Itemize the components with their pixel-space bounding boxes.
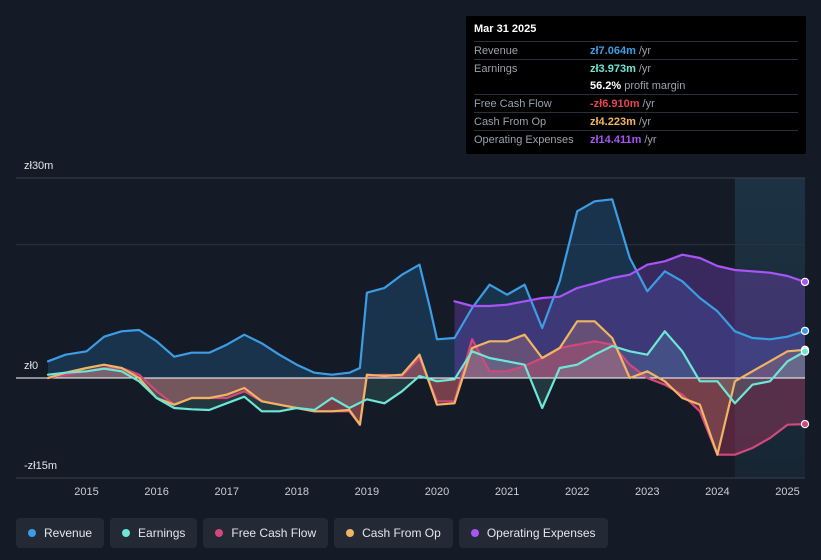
tooltip-label: Revenue bbox=[474, 44, 519, 57]
series-lines bbox=[46, 198, 807, 456]
tooltip-value: zł3.973m bbox=[590, 62, 636, 75]
tooltip-label: Earnings bbox=[474, 62, 518, 75]
x-tick-label: 2018 bbox=[285, 486, 309, 498]
tooltip-value: zł7.064m bbox=[590, 44, 636, 57]
tooltip-row-operating-expenses: Operating Expenses zł14.411m /yr bbox=[474, 130, 798, 148]
legend-dot-icon bbox=[28, 529, 36, 537]
tooltip-label: Free Cash Flow bbox=[474, 97, 552, 110]
area-operating-expenses bbox=[454, 254, 805, 378]
legend-item-revenue[interactable]: Revenue bbox=[16, 518, 105, 548]
legend-label: Earnings bbox=[138, 526, 186, 540]
tooltip-row-free-cash-flow: Free Cash Flow -zł6.910m /yr bbox=[474, 94, 798, 112]
x-tick-label: 2021 bbox=[495, 486, 519, 498]
tooltip-value: -zł6.910m bbox=[590, 97, 640, 110]
tooltip-unit: /yr bbox=[644, 133, 657, 146]
line-earnings bbox=[46, 330, 807, 413]
x-tick-label: 2020 bbox=[425, 486, 449, 498]
legend-dot-icon bbox=[470, 529, 479, 537]
tooltip-value: zł14.411m bbox=[590, 133, 642, 146]
endpoint-free-cash-flow bbox=[800, 419, 810, 429]
tooltip-date: Mar 31 2025 bbox=[474, 23, 537, 35]
legend-item-operating-expenses[interactable]: Operating Expenses bbox=[458, 518, 608, 548]
tooltip-panel: Mar 31 2025 Revenue zł7.064m /yr Earning… bbox=[466, 16, 806, 154]
tooltip-unit: /yr bbox=[638, 115, 652, 128]
endpoint-revenue bbox=[800, 326, 810, 336]
legend: Revenue Earnings Free Cash Flow Cash Fro… bbox=[16, 518, 608, 548]
legend-dot-icon bbox=[346, 529, 355, 537]
x-tick-label: 2024 bbox=[705, 486, 729, 498]
area-revenue bbox=[48, 199, 805, 378]
series-areas bbox=[48, 199, 805, 455]
y-label-bottom: -zł15m bbox=[24, 460, 58, 472]
series-endpoints bbox=[800, 277, 810, 429]
tooltip-label: Operating Expenses bbox=[474, 133, 574, 146]
x-tick-label: 2015 bbox=[74, 486, 98, 498]
legend-label: Revenue bbox=[44, 526, 93, 540]
line-operating-expenses bbox=[453, 253, 807, 308]
line-revenue bbox=[46, 198, 807, 376]
y-label-top: zł30m bbox=[24, 160, 54, 172]
tooltip-unit: /yr bbox=[638, 62, 652, 75]
x-tick-label: 2016 bbox=[144, 486, 168, 498]
x-tick-label: 2023 bbox=[635, 486, 659, 498]
tooltip-row-margin: 56.2% profit margin bbox=[474, 77, 798, 94]
tooltip-value: zł4.223m bbox=[590, 115, 636, 128]
tooltip-unit: /yr bbox=[642, 97, 655, 110]
legend-dot-icon bbox=[215, 529, 224, 537]
tooltip-row-earnings: Earnings zł3.973m /yr bbox=[474, 59, 798, 77]
area-free-cash-flow bbox=[48, 339, 805, 455]
legend-label: Cash From Op bbox=[362, 526, 441, 540]
tooltip-row-cash-from-op: Cash From Op zł4.223m /yr bbox=[474, 112, 798, 130]
legend-item-earnings[interactable]: Earnings bbox=[110, 518, 198, 548]
x-tick-label: 2019 bbox=[355, 486, 379, 498]
forecast-shade bbox=[734, 178, 805, 478]
endpoint-earnings bbox=[800, 347, 810, 356]
x-tick-label: 2017 bbox=[214, 486, 238, 498]
legend-dot-icon bbox=[122, 529, 131, 537]
x-tick-label: 2025 bbox=[775, 486, 799, 498]
tooltip-label: Cash From Op bbox=[474, 115, 547, 128]
legend-item-cash-from-op[interactable]: Cash From Op bbox=[334, 518, 453, 548]
legend-label: Free Cash Flow bbox=[231, 526, 317, 540]
x-tick-label: 2022 bbox=[565, 486, 589, 498]
tooltip-value: 56.2% bbox=[590, 79, 622, 92]
tooltip-unit: /yr bbox=[638, 44, 652, 57]
tooltip-unit: profit margin bbox=[624, 79, 686, 92]
endpoint-operating-expenses bbox=[800, 277, 810, 287]
x-axis-ticks: 2015 2016 2017 2018 2019 2020 2021 2022 2023 2024… bbox=[74, 486, 799, 498]
line-cash-from-op bbox=[46, 320, 807, 456]
legend-item-free-cash-flow[interactable]: Free Cash Flow bbox=[203, 518, 329, 548]
tooltip-row-revenue: Revenue zł7.064m /yr bbox=[474, 41, 798, 59]
area-cash-from-op bbox=[48, 321, 805, 455]
y-label-zero: zł0 bbox=[24, 360, 39, 372]
legend-label: Operating Expenses bbox=[486, 526, 596, 540]
